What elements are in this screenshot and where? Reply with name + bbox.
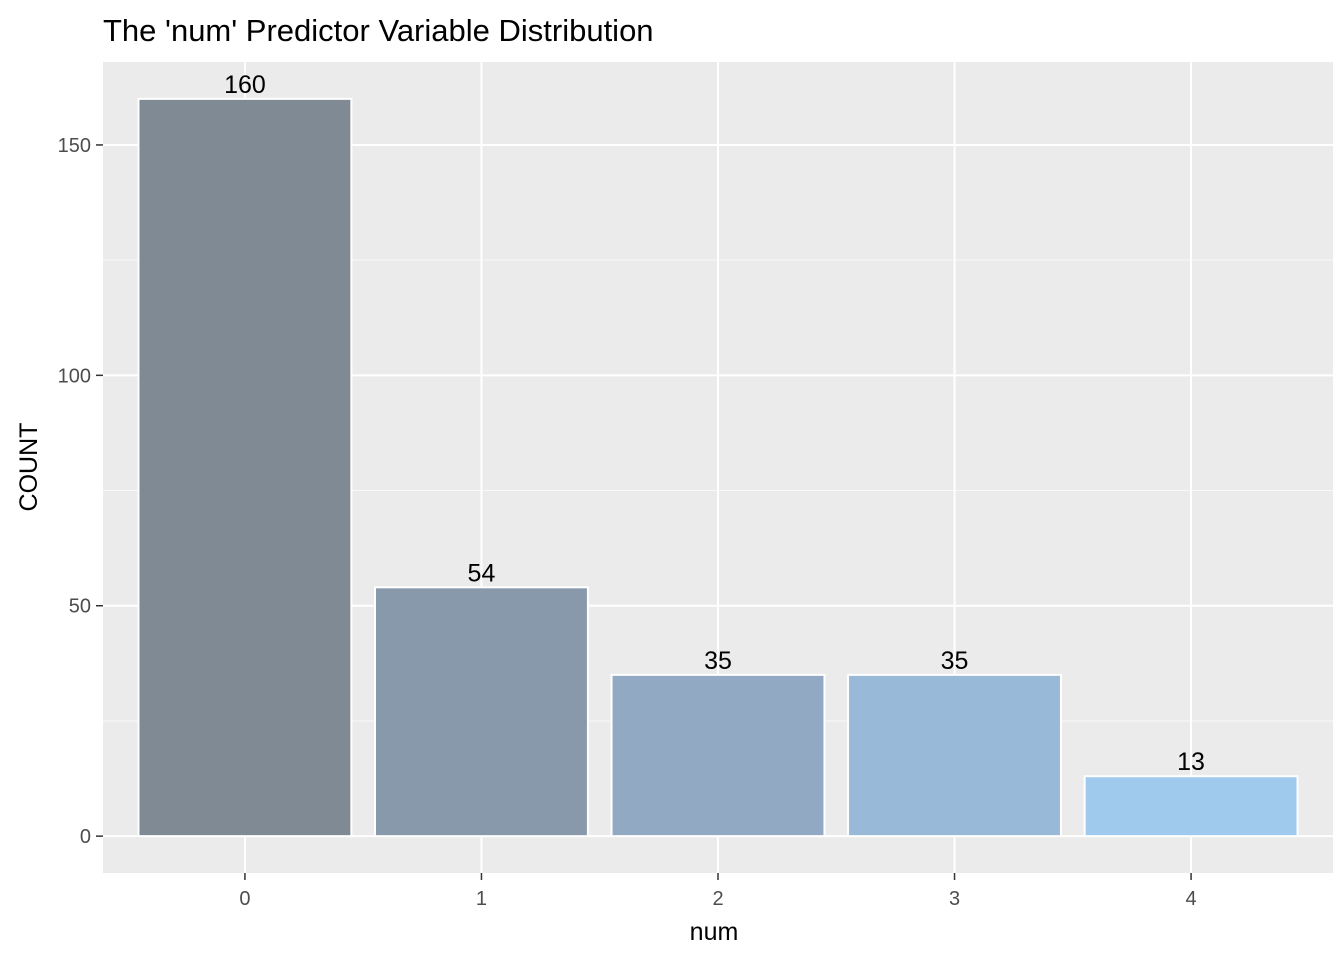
bar-value-label: 35 bbox=[941, 647, 969, 675]
y-tick-label: 150 bbox=[58, 135, 91, 157]
bar-labels: 160 54 35 35 13 bbox=[224, 71, 1205, 776]
bar-value-label: 160 bbox=[224, 71, 266, 99]
x-tick-label: 1 bbox=[476, 888, 487, 910]
x-tick-label: 3 bbox=[949, 888, 960, 910]
x-tick-label: 0 bbox=[239, 888, 250, 910]
x-axis: 0 1 2 3 4 bbox=[239, 873, 1197, 910]
y-tick-label: 0 bbox=[80, 826, 91, 848]
bar-3 bbox=[847, 673, 1062, 838]
x-tick-label: 2 bbox=[712, 888, 723, 910]
chart-title: The 'num' Predictor Variable Distributio… bbox=[103, 13, 654, 48]
y-axis-title: COUNT bbox=[15, 423, 43, 512]
bar-value-label: 13 bbox=[1177, 748, 1205, 776]
x-tick-label: 4 bbox=[1186, 888, 1197, 910]
y-axis: 0 50 100 150 bbox=[58, 135, 103, 848]
y-tick-label: 50 bbox=[69, 596, 91, 618]
bar-value-label: 54 bbox=[468, 559, 496, 587]
bar-0 bbox=[137, 97, 353, 838]
bar-value-label: 35 bbox=[704, 647, 732, 675]
bar-4 bbox=[1083, 775, 1299, 838]
x-axis-title: num bbox=[690, 918, 739, 946]
bars bbox=[137, 97, 1299, 838]
y-tick-label: 100 bbox=[58, 365, 91, 387]
bar-2 bbox=[610, 673, 826, 838]
bar-1 bbox=[374, 586, 589, 838]
